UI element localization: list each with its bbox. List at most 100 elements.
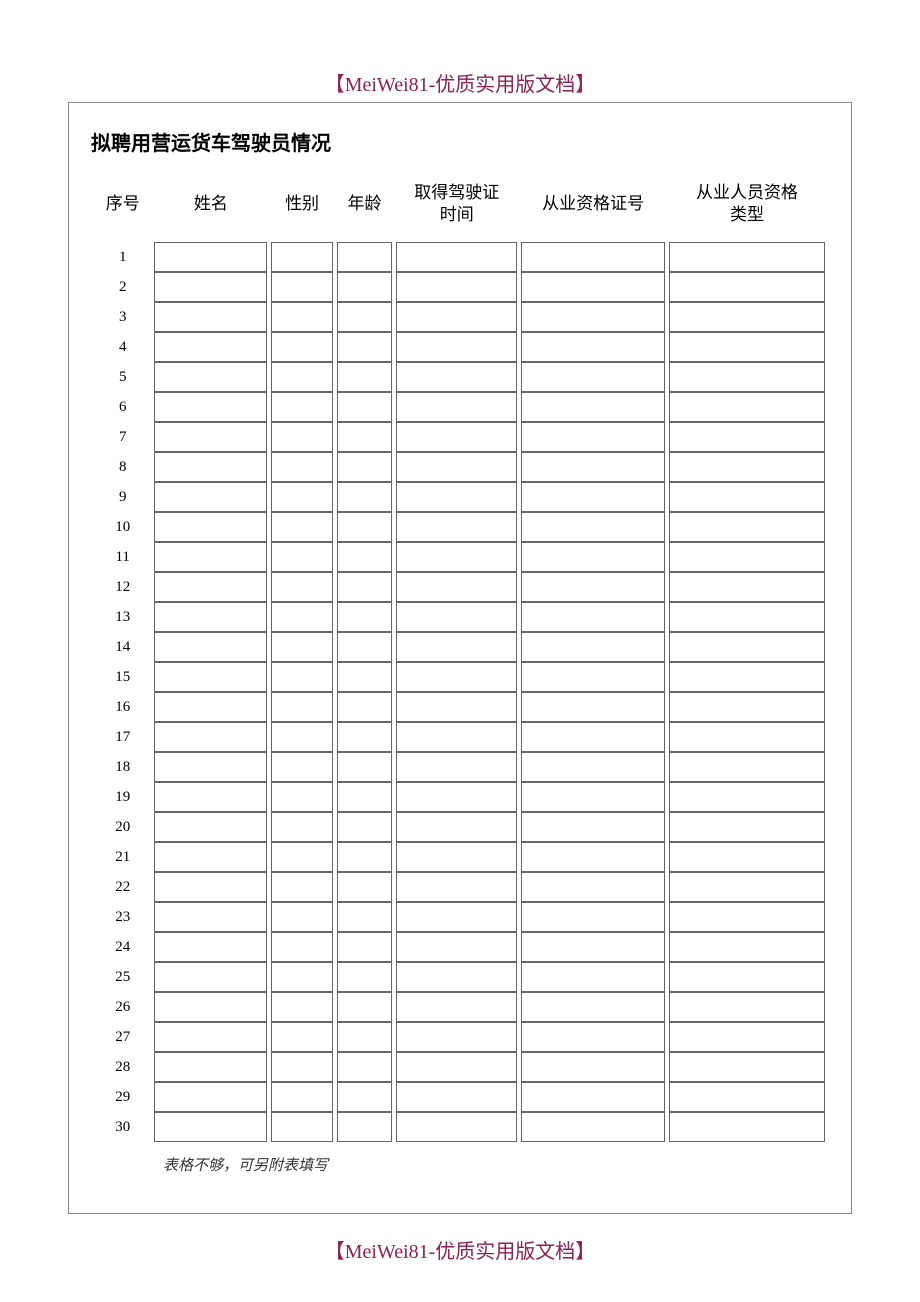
age-cell[interactable] bbox=[337, 302, 392, 332]
gender-cell[interactable] bbox=[271, 332, 333, 362]
license_date-cell[interactable] bbox=[396, 302, 517, 332]
gender-cell[interactable] bbox=[271, 602, 333, 632]
license_date-cell[interactable] bbox=[396, 602, 517, 632]
cert_type-cell[interactable] bbox=[669, 602, 825, 632]
age-cell[interactable] bbox=[337, 722, 392, 752]
cert_no-cell[interactable] bbox=[521, 512, 665, 542]
name-cell[interactable] bbox=[154, 812, 267, 842]
license_date-cell[interactable] bbox=[396, 962, 517, 992]
gender-cell[interactable] bbox=[271, 1022, 333, 1052]
license_date-cell[interactable] bbox=[396, 542, 517, 572]
cert_type-cell[interactable] bbox=[669, 242, 825, 272]
gender-cell[interactable] bbox=[271, 272, 333, 302]
cert_type-cell[interactable] bbox=[669, 452, 825, 482]
age-cell[interactable] bbox=[337, 662, 392, 692]
gender-cell[interactable] bbox=[271, 812, 333, 842]
name-cell[interactable] bbox=[154, 422, 267, 452]
age-cell[interactable] bbox=[337, 962, 392, 992]
name-cell[interactable] bbox=[154, 872, 267, 902]
cert_type-cell[interactable] bbox=[669, 1082, 825, 1112]
gender-cell[interactable] bbox=[271, 632, 333, 662]
age-cell[interactable] bbox=[337, 422, 392, 452]
cert_type-cell[interactable] bbox=[669, 572, 825, 602]
age-cell[interactable] bbox=[337, 992, 392, 1022]
cert_type-cell[interactable] bbox=[669, 692, 825, 722]
license_date-cell[interactable] bbox=[396, 632, 517, 662]
name-cell[interactable] bbox=[154, 992, 267, 1022]
cert_no-cell[interactable] bbox=[521, 242, 665, 272]
cert_type-cell[interactable] bbox=[669, 632, 825, 662]
name-cell[interactable] bbox=[154, 962, 267, 992]
name-cell[interactable] bbox=[154, 1082, 267, 1112]
license_date-cell[interactable] bbox=[396, 362, 517, 392]
gender-cell[interactable] bbox=[271, 362, 333, 392]
cert_type-cell[interactable] bbox=[669, 332, 825, 362]
license_date-cell[interactable] bbox=[396, 1082, 517, 1112]
cert_type-cell[interactable] bbox=[669, 392, 825, 422]
license_date-cell[interactable] bbox=[396, 872, 517, 902]
cert_type-cell[interactable] bbox=[669, 1112, 825, 1142]
cert_no-cell[interactable] bbox=[521, 1022, 665, 1052]
cert_type-cell[interactable] bbox=[669, 422, 825, 452]
name-cell[interactable] bbox=[154, 272, 267, 302]
gender-cell[interactable] bbox=[271, 512, 333, 542]
cert_type-cell[interactable] bbox=[669, 812, 825, 842]
gender-cell[interactable] bbox=[271, 902, 333, 932]
cert_no-cell[interactable] bbox=[521, 722, 665, 752]
name-cell[interactable] bbox=[154, 782, 267, 812]
cert_type-cell[interactable] bbox=[669, 482, 825, 512]
age-cell[interactable] bbox=[337, 932, 392, 962]
license_date-cell[interactable] bbox=[396, 512, 517, 542]
cert_no-cell[interactable] bbox=[521, 1112, 665, 1142]
gender-cell[interactable] bbox=[271, 452, 333, 482]
gender-cell[interactable] bbox=[271, 992, 333, 1022]
gender-cell[interactable] bbox=[271, 1052, 333, 1082]
name-cell[interactable] bbox=[154, 1052, 267, 1082]
cert_type-cell[interactable] bbox=[669, 362, 825, 392]
name-cell[interactable] bbox=[154, 302, 267, 332]
gender-cell[interactable] bbox=[271, 722, 333, 752]
cert_type-cell[interactable] bbox=[669, 662, 825, 692]
gender-cell[interactable] bbox=[271, 482, 333, 512]
license_date-cell[interactable] bbox=[396, 332, 517, 362]
cert_no-cell[interactable] bbox=[521, 332, 665, 362]
cert_type-cell[interactable] bbox=[669, 722, 825, 752]
name-cell[interactable] bbox=[154, 722, 267, 752]
cert_type-cell[interactable] bbox=[669, 512, 825, 542]
cert_no-cell[interactable] bbox=[521, 482, 665, 512]
age-cell[interactable] bbox=[337, 452, 392, 482]
license_date-cell[interactable] bbox=[396, 782, 517, 812]
cert_type-cell[interactable] bbox=[669, 992, 825, 1022]
cert_no-cell[interactable] bbox=[521, 752, 665, 782]
cert_type-cell[interactable] bbox=[669, 962, 825, 992]
cert_type-cell[interactable] bbox=[669, 1022, 825, 1052]
gender-cell[interactable] bbox=[271, 242, 333, 272]
age-cell[interactable] bbox=[337, 1022, 392, 1052]
cert_no-cell[interactable] bbox=[521, 452, 665, 482]
age-cell[interactable] bbox=[337, 752, 392, 782]
license_date-cell[interactable] bbox=[396, 992, 517, 1022]
license_date-cell[interactable] bbox=[396, 482, 517, 512]
gender-cell[interactable] bbox=[271, 932, 333, 962]
license_date-cell[interactable] bbox=[396, 272, 517, 302]
license_date-cell[interactable] bbox=[396, 842, 517, 872]
cert_no-cell[interactable] bbox=[521, 602, 665, 632]
cert_type-cell[interactable] bbox=[669, 542, 825, 572]
gender-cell[interactable] bbox=[271, 1112, 333, 1142]
age-cell[interactable] bbox=[337, 842, 392, 872]
cert_no-cell[interactable] bbox=[521, 302, 665, 332]
cert_no-cell[interactable] bbox=[521, 842, 665, 872]
license_date-cell[interactable] bbox=[396, 452, 517, 482]
gender-cell[interactable] bbox=[271, 872, 333, 902]
cert_no-cell[interactable] bbox=[521, 362, 665, 392]
cert_type-cell[interactable] bbox=[669, 1052, 825, 1082]
license_date-cell[interactable] bbox=[396, 1112, 517, 1142]
cert_no-cell[interactable] bbox=[521, 782, 665, 812]
cert_type-cell[interactable] bbox=[669, 782, 825, 812]
age-cell[interactable] bbox=[337, 602, 392, 632]
age-cell[interactable] bbox=[337, 332, 392, 362]
age-cell[interactable] bbox=[337, 872, 392, 902]
name-cell[interactable] bbox=[154, 932, 267, 962]
gender-cell[interactable] bbox=[271, 962, 333, 992]
cert_no-cell[interactable] bbox=[521, 272, 665, 302]
